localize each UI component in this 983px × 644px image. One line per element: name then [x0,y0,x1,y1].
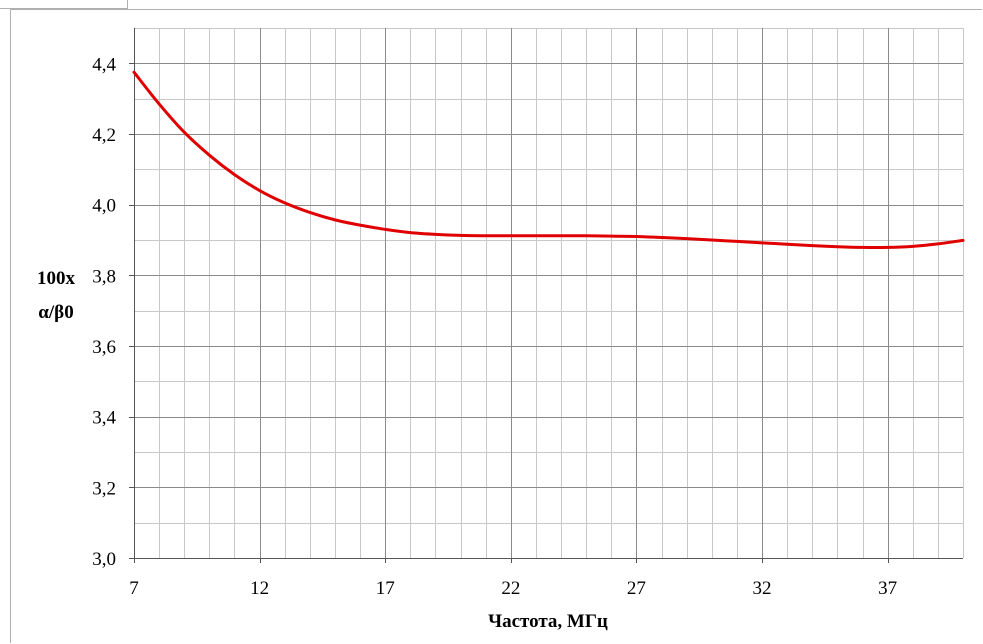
y-tick-label: 3,8 [92,266,116,287]
y-tick-label: 4,2 [92,125,116,146]
x-tick-label: 32 [753,578,772,599]
x-tick-label: 22 [501,578,520,599]
series-layer [132,70,965,250]
x-tick-labels: 7 12 17 22 27 32 37 [129,578,897,599]
minor-gridlines [134,28,964,559]
x-tick-label: 7 [129,578,139,599]
series-line [132,70,965,250]
axes [129,28,963,563]
x-tick-label: 37 [878,578,897,599]
chart-frame [10,9,982,643]
major-gridlines [134,28,963,559]
x-tick-label: 27 [627,578,646,599]
x-tick-label: 12 [250,578,269,599]
x-axis-title: Частота, МГц [488,611,608,632]
sheet-corner-tab [0,0,128,9]
y-tick-label: 4,0 [92,196,116,217]
y-axis-title-line-1: 100x [37,268,76,289]
x-tick-label: 17 [376,578,395,599]
y-tick-label: 4,4 [92,54,116,75]
y-tick-label: 3,6 [92,337,116,358]
y-tick-labels: 3,0 3,2 3,4 3,6 3,8 4,0 4,2 4,4 [92,54,116,570]
y-tick-label: 3,2 [92,478,116,499]
y-tick-label: 3,0 [92,549,116,570]
y-axis-title-line-2: α/β0 [38,302,73,323]
y-tick-label: 3,4 [92,408,116,429]
